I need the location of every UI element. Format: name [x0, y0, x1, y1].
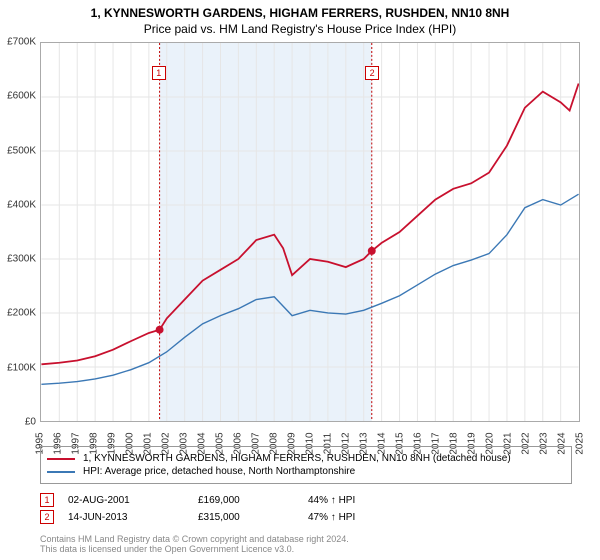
sale-marker-badge: 1 [152, 66, 166, 80]
y-axis-label: £100K [7, 362, 36, 373]
sale-date: 14-JUN-2013 [68, 512, 198, 523]
legend-swatch [47, 458, 75, 460]
chart-title: 1, KYNNESWORTH GARDENS, HIGHAM FERRERS, … [0, 0, 600, 20]
sale-badge: 2 [40, 510, 54, 524]
y-axis-label: £500K [7, 145, 36, 156]
y-axis-label: £300K [7, 254, 36, 265]
legend: 1, KYNNESWORTH GARDENS, HIGHAM FERRERS, … [40, 446, 572, 484]
sale-price: £169,000 [198, 495, 308, 506]
legend-item: 1, KYNNESWORTH GARDENS, HIGHAM FERRERS, … [47, 453, 565, 464]
sale-marker-badge: 2 [365, 66, 379, 80]
sale-delta: 44% ↑ HPI [308, 495, 355, 506]
sale-badge: 1 [40, 493, 54, 507]
legend-swatch [47, 471, 75, 473]
footer-line: Contains HM Land Registry data © Crown c… [40, 534, 349, 544]
y-axis-label: £200K [7, 308, 36, 319]
legend-label: 1, KYNNESWORTH GARDENS, HIGHAM FERRERS, … [83, 453, 511, 464]
sale-row: 2 14-JUN-2013£315,00047% ↑ HPI [40, 510, 355, 524]
sale-price: £315,000 [198, 512, 308, 523]
y-axis-label: £400K [7, 199, 36, 210]
chart-subtitle: Price paid vs. HM Land Registry's House … [0, 20, 600, 42]
sale-date: 02-AUG-2001 [68, 495, 198, 506]
legend-item: HPI: Average price, detached house, Nort… [47, 466, 565, 477]
chart-svg [40, 42, 580, 422]
legend-label: HPI: Average price, detached house, Nort… [83, 466, 355, 477]
chart-area: £0£100K£200K£300K£400K£500K£600K£700K199… [40, 42, 600, 422]
sales-table: 1 02-AUG-2001£169,00044% ↑ HPI 2 14-JUN-201… [40, 490, 355, 527]
footer-line: This data is licensed under the Open Gov… [40, 544, 349, 554]
sale-row: 1 02-AUG-2001£169,00044% ↑ HPI [40, 493, 355, 507]
x-axis-label: 2025 [575, 432, 586, 454]
y-axis-label: £600K [7, 91, 36, 102]
sale-delta: 47% ↑ HPI [308, 512, 355, 523]
y-axis-label: £700K [7, 37, 36, 48]
y-axis-label: £0 [25, 417, 36, 428]
footer: Contains HM Land Registry data © Crown c… [40, 534, 349, 554]
